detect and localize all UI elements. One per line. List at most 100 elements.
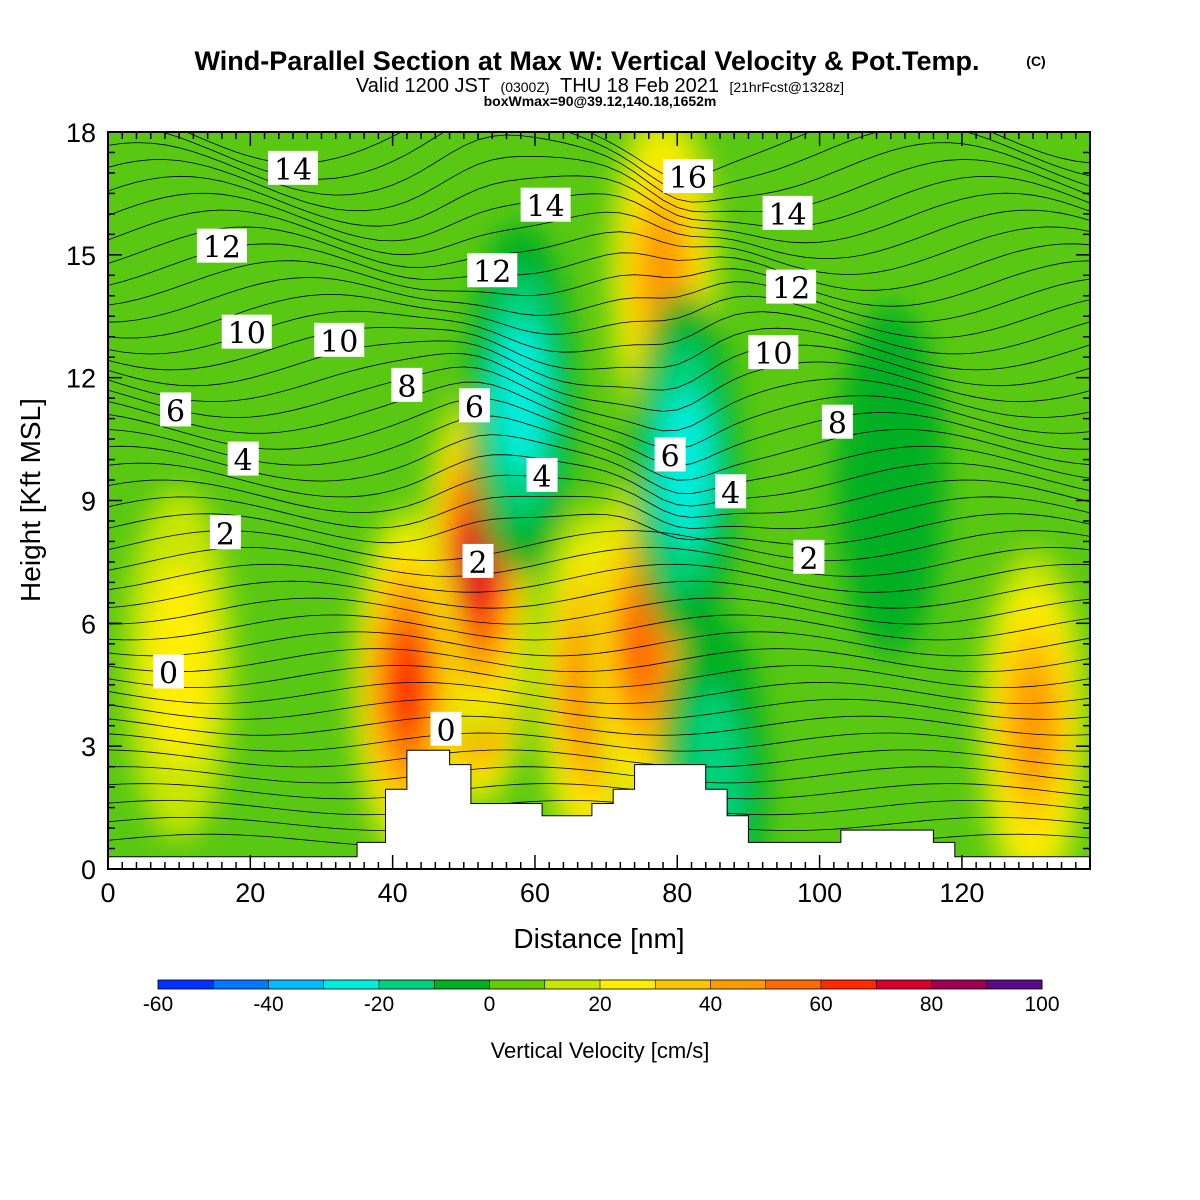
y-axis-label: Height [Kft MSL] — [15, 398, 46, 602]
colorbar-segment — [489, 980, 546, 989]
contour-label: 6 — [465, 390, 484, 425]
theta-contour-line — [108, 783, 1090, 800]
theta-contour-line — [108, 243, 1090, 291]
theta-contour-line — [108, 381, 1090, 450]
contour-label-bg — [715, 474, 747, 509]
theta-contour-line — [108, 597, 1090, 625]
theta-contour-line — [108, 175, 1090, 228]
contour-label-bg — [196, 228, 247, 263]
contour-label: 10 — [754, 337, 792, 372]
theta-contour-line — [108, 454, 1090, 507]
plot-area: 14 12 10 10 6 4 2 0 8 6 12 14 4 2 0 16 14 12 10 6 4 8 2 — [108, 132, 1090, 869]
x-tick-label: 0 — [100, 878, 115, 908]
contour-label-bg — [793, 539, 825, 574]
contour-label-bg — [462, 543, 494, 578]
colorbar-segment — [710, 980, 767, 989]
forecast-info: [21hrFcst@1328z] — [729, 79, 844, 95]
theta-contour-line — [108, 209, 1090, 259]
x-tick-label: 120 — [939, 878, 984, 908]
colorbar-tick-label: -40 — [253, 993, 283, 1016]
colorbar-segment — [765, 980, 822, 989]
colorbar-segment — [986, 980, 1043, 989]
contour-label-bg — [526, 457, 558, 492]
contour-label: 12 — [772, 272, 810, 307]
contour-labels: 14 12 10 10 6 4 2 0 8 6 12 14 4 2 0 16 14 12 10 6 4 8 2 — [152, 150, 853, 749]
y-tick-label: 12 — [66, 364, 96, 394]
valid-date: THU 18 Feb 2021 — [560, 75, 719, 97]
theta-contour-line — [108, 397, 1090, 467]
colorbar: -60 -40 -20 0 20 40 60 80 100 — [143, 979, 1060, 1016]
y-tick-label: 9 — [81, 487, 96, 517]
contour-label: 6 — [166, 394, 185, 429]
theta-contour-line — [108, 226, 1090, 276]
velocity-cell — [621, 587, 663, 700]
theta-contour-line — [108, 366, 1090, 432]
contour-label: 6 — [661, 439, 680, 474]
contour-label-bg — [430, 711, 462, 746]
contour-label-bg — [762, 195, 813, 230]
contour-label: 12 — [203, 231, 241, 266]
contour-label: 8 — [828, 407, 847, 442]
theta-contour-line — [108, 648, 1090, 673]
contour-label-bg — [268, 150, 319, 185]
velocity-cell — [836, 304, 945, 657]
contour-label: 2 — [216, 517, 235, 552]
x-tick-label: 60 — [520, 878, 550, 908]
theta-contour-line — [108, 698, 1090, 720]
colorbar-tick-label: 40 — [699, 993, 722, 1016]
contour-label-bg — [391, 367, 423, 402]
colorbar-tick-label: -20 — [364, 993, 394, 1016]
theta-contour-line — [108, 474, 1090, 518]
theta-contour-line — [108, 327, 1090, 371]
contour-label: 4 — [533, 460, 552, 495]
theta-contour-line — [108, 192, 1090, 244]
contour-label-bg — [314, 322, 365, 357]
velocity-cell — [1010, 662, 1056, 790]
x-tick-label: 40 — [378, 878, 408, 908]
colorbar-segment — [655, 980, 711, 989]
contour-label: 0 — [159, 656, 178, 691]
theta-contours — [108, 132, 1090, 847]
theta-contour-line — [108, 749, 1090, 768]
colorbar-segment — [876, 980, 932, 989]
theta-contour-line — [108, 434, 1090, 495]
colorbar-title: Vertical Velocity [cm/s] — [491, 1038, 710, 1063]
contour-label: 14 — [274, 153, 312, 188]
velocity-cell — [387, 633, 426, 736]
contour-label-bg — [458, 388, 490, 423]
contour-label: 10 — [228, 317, 266, 352]
colorbar-segment — [821, 980, 877, 989]
colorbar-tick-label: 60 — [809, 993, 832, 1016]
contour-label-bg — [520, 187, 571, 222]
colorbar-segment — [434, 980, 490, 989]
theta-contour-line — [108, 681, 1090, 704]
contour-label-bg — [160, 392, 192, 427]
colorbar-segment — [268, 980, 325, 989]
x-axis-label: Distance [nm] — [513, 923, 684, 954]
colorbar-tick-label: 0 — [484, 993, 496, 1016]
box-info: boxWmax=90@39.12,140.18,1652m — [484, 93, 717, 109]
contour-label: 0 — [436, 714, 455, 749]
contour-label: 8 — [397, 370, 416, 405]
contour-label-bg — [467, 253, 518, 288]
colorbar-tick-label: -60 — [143, 993, 173, 1016]
contour-label: 4 — [234, 444, 253, 479]
terrain-profile — [108, 749, 1090, 869]
theta-contour-line — [108, 631, 1090, 657]
y-tick-label: 6 — [81, 609, 96, 639]
y-tick-label: 0 — [81, 855, 96, 885]
contour-label: 12 — [473, 255, 511, 290]
colorbar-segment — [379, 980, 435, 989]
contour-label-bg — [221, 314, 272, 349]
contour-label: 10 — [320, 325, 358, 360]
colorbar-tick-label: 100 — [1024, 993, 1059, 1016]
theta-contour-line — [108, 580, 1090, 609]
velocity-cell — [494, 322, 547, 475]
chart-title: Wind-Parallel Section at Max W: Vertical… — [195, 46, 980, 76]
valid-time-line: Valid 1200 JST (0300Z) THU 18 Feb 2021 [… — [356, 75, 844, 97]
contour-label-bg — [209, 515, 241, 550]
contour-label-bg — [766, 269, 817, 304]
y-tick-label: 3 — [81, 732, 96, 762]
theta-contour-line — [108, 715, 1090, 736]
